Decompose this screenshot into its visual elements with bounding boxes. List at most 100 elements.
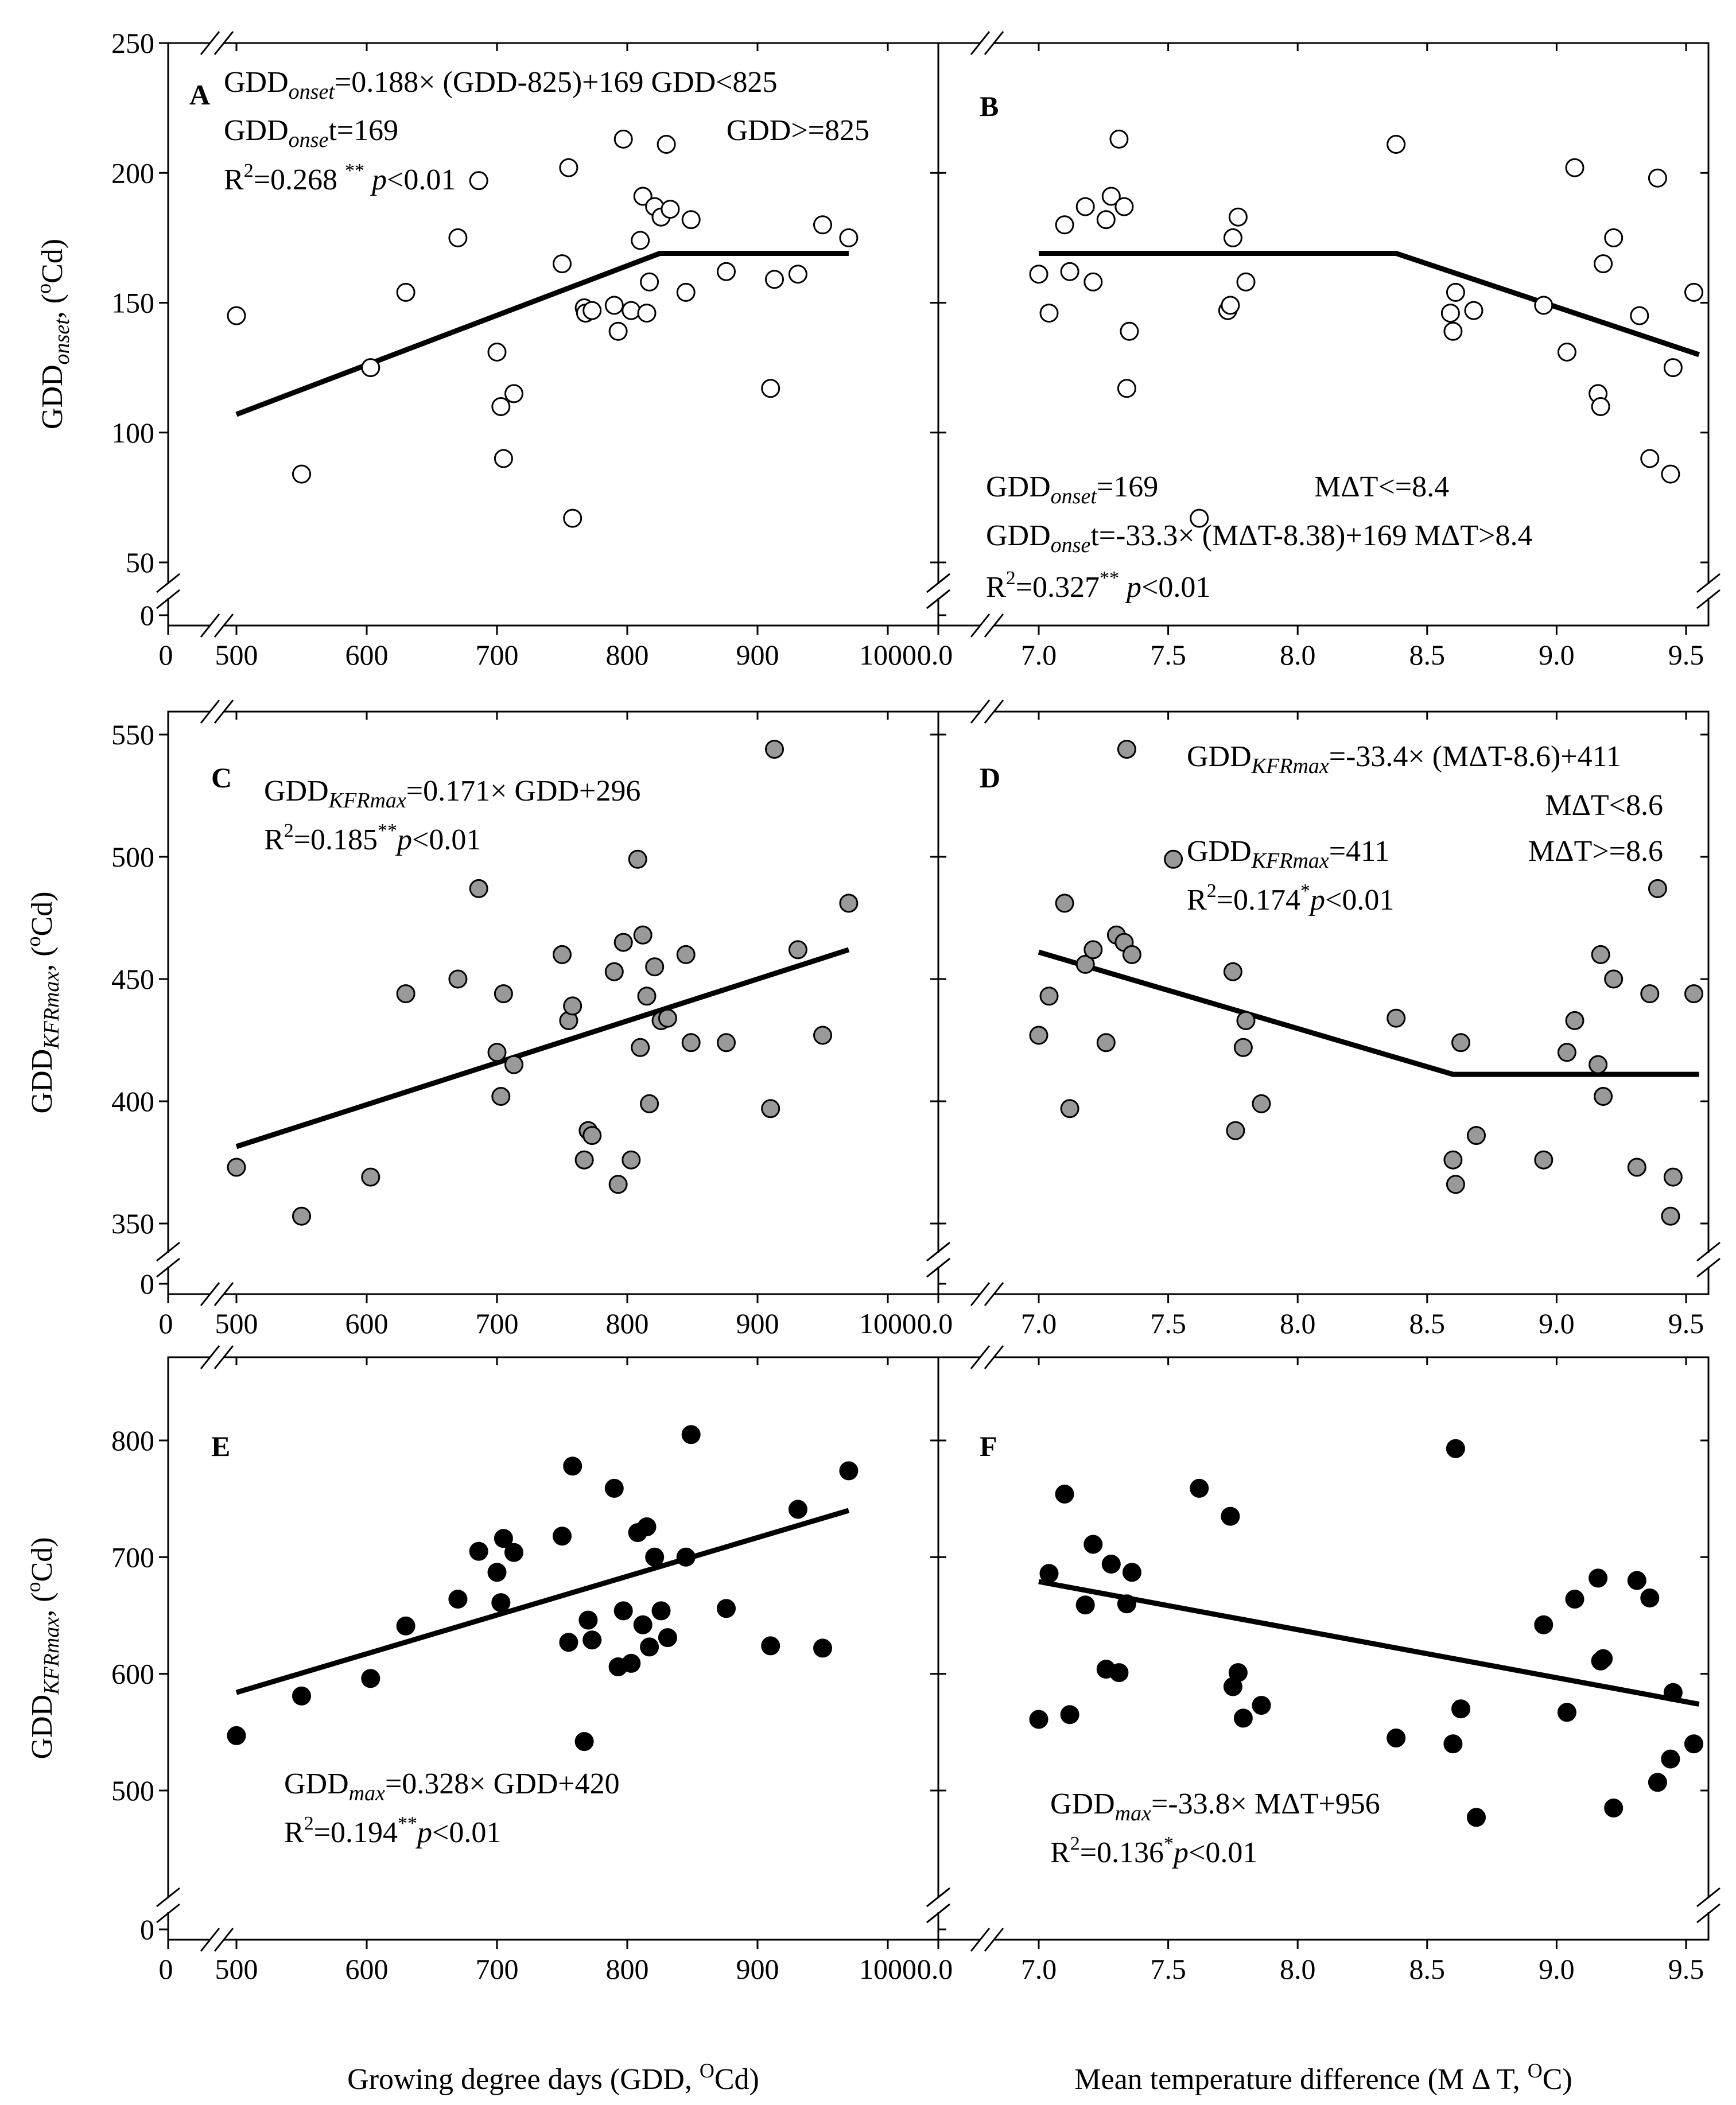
panel-d-eq2: MΔT<8.6 <box>1545 789 1663 822</box>
data-point-panel-f <box>1122 1563 1141 1582</box>
x-break-mark-b-r0c0-1 <box>213 613 234 638</box>
data-point-panel-e <box>227 1726 246 1745</box>
x-break-gap-r0c1-1 <box>980 623 994 628</box>
data-point-panel-c <box>613 933 633 952</box>
data-point-panel-b <box>1101 187 1121 206</box>
x-break-mark-b-r1c1-0 <box>984 700 1004 724</box>
data-point-panel-c <box>622 1150 641 1170</box>
data-point-panel-d <box>1604 969 1624 989</box>
data-point-panel-c <box>761 1099 780 1118</box>
y-break-mark-a-r0c1-1 <box>1696 573 1721 593</box>
data-point-panel-f <box>1663 1683 1683 1702</box>
data-point-panel-f <box>1060 1705 1079 1725</box>
data-point-panel-d <box>1627 1158 1646 1177</box>
data-point-panel-b <box>1228 207 1248 227</box>
data-point-panel-b <box>1663 358 1683 378</box>
data-point-panel-d <box>1060 1099 1079 1118</box>
data-point-panel-d <box>1117 740 1136 759</box>
data-point-panel-c <box>645 957 665 977</box>
data-point-panel-f <box>1684 1734 1703 1754</box>
x-break-gap-r1c1-0 <box>980 709 994 714</box>
data-point-panel-c <box>717 1033 736 1052</box>
x-break-mark-b-r1c0-0 <box>213 700 234 724</box>
x-break-mark-b-r2c1-0 <box>984 1345 1004 1369</box>
x-tick-label-r1c0-4: 800 <box>606 1307 649 1339</box>
data-point-panel-a <box>553 254 572 274</box>
y-break-mark-b-r2c0-0 <box>156 1903 180 1924</box>
data-point-panel-e <box>504 1543 523 1562</box>
x-break-gap-r0c0-0 <box>210 41 224 45</box>
data-point-panel-f <box>1233 1708 1253 1728</box>
panel-c-eq1: GDDKFRmax=0.171× GDD+296 <box>264 775 640 813</box>
data-point-panel-c <box>813 1026 832 1045</box>
x-tick-label-r0c0-2: 600 <box>345 639 389 671</box>
data-point-panel-d <box>1223 962 1242 981</box>
x-tick-label-r0c1-5: 9.0 <box>1539 639 1575 671</box>
x-break-gap-r2c1-1 <box>980 1937 994 1942</box>
x-break-mark-a-r1c0-1 <box>200 1282 220 1306</box>
x-tick-label-r1c1-0: 0.0 <box>917 1307 953 1339</box>
x-tick-label-r1c1-6: 9.5 <box>1668 1307 1704 1339</box>
data-point-panel-d <box>1226 1121 1245 1140</box>
data-point-panel-c <box>631 1038 650 1057</box>
data-point-panel-f <box>1252 1696 1271 1715</box>
panel-a-label: A <box>189 79 210 111</box>
x-axis-title-left: Growing degree days (GDD, OCd) <box>347 2059 759 2096</box>
x-tick-label-r0c1-4: 8.5 <box>1409 639 1446 671</box>
data-point-panel-e <box>494 1529 513 1548</box>
panel-e-label: E <box>211 1430 230 1462</box>
data-point-panel-f <box>1557 1703 1576 1722</box>
y-break-gap-r0c1-1 <box>1706 584 1711 598</box>
data-point-panel-f <box>1661 1749 1680 1769</box>
data-point-panel-b <box>1440 304 1460 323</box>
x-break-mark-a-r0c1-1 <box>970 613 991 638</box>
data-point-panel-f <box>1075 1595 1095 1615</box>
data-point-panel-d <box>1122 945 1141 964</box>
data-point-panel-a <box>582 301 602 320</box>
y-axis-title-row0: GDDonset, (oCd) <box>32 239 74 429</box>
panel-d-label: D <box>980 762 1000 794</box>
x-break-mark-a-r1c1-1 <box>970 1282 991 1306</box>
y-tick-label-r0c0-5: 250 <box>111 27 154 59</box>
data-point-panel-d <box>1648 879 1667 898</box>
data-point-panel-e <box>604 1478 624 1498</box>
x-break-mark-b-r0c1-0 <box>984 31 1004 55</box>
y-tick-label-r1c0-2: 400 <box>111 1085 154 1117</box>
data-point-panel-a <box>604 296 624 315</box>
data-point-panel-b <box>1055 215 1074 235</box>
y-break-gap-r1c1-0 <box>936 1253 941 1267</box>
data-point-panel-f <box>1640 1589 1660 1607</box>
fit-line-panel-f <box>1038 1579 1700 1707</box>
panel-b-eq1: GDDonset=169 <box>986 471 1158 508</box>
x-tick-label-r2c1-0: 0.0 <box>917 1953 953 1985</box>
x-break-mark-a-r2c0-1 <box>200 1928 220 1952</box>
y-break-mark-b-r0c1-1 <box>1696 589 1721 609</box>
data-point-panel-e <box>613 1601 633 1621</box>
x-break-mark-b-r1c1-1 <box>984 1282 1004 1306</box>
data-point-panel-d <box>1446 1175 1465 1194</box>
y-break-gap-r1c0-0 <box>166 1253 170 1267</box>
panel-a-eq2-condition: GDD>=825 <box>727 114 869 147</box>
data-point-panel-a <box>661 200 680 219</box>
data-point-panel-e <box>645 1547 665 1567</box>
data-point-panel-c <box>574 1150 594 1170</box>
data-point-panel-b <box>1114 197 1134 216</box>
data-point-panel-c <box>628 849 647 869</box>
x-tick-label-r2c1-1: 7.0 <box>1021 1953 1057 1985</box>
data-point-panel-f <box>1221 1506 1240 1526</box>
data-point-panel-b <box>1029 265 1048 284</box>
x-break-mark-b-r2c0-0 <box>213 1345 234 1369</box>
data-point-panel-e <box>788 1500 807 1519</box>
y-break-mark-a-r2c1-1 <box>1696 1887 1721 1908</box>
data-point-panel-a <box>681 210 701 230</box>
data-point-panel-d <box>1534 1150 1554 1170</box>
data-point-panel-e <box>651 1601 671 1621</box>
y-tick-label-r0c0-1: 50 <box>126 546 154 578</box>
x-break-gap-r2c0-1 <box>210 1937 224 1942</box>
y-tick-label-r0c0-4: 200 <box>111 157 154 189</box>
data-point-panel-f <box>1443 1734 1463 1754</box>
panel-b-eq1-condition: MΔT<=8.4 <box>1314 471 1449 503</box>
panel-c-label: C <box>211 762 232 794</box>
x-break-mark-a-r2c1-1 <box>970 1928 991 1952</box>
